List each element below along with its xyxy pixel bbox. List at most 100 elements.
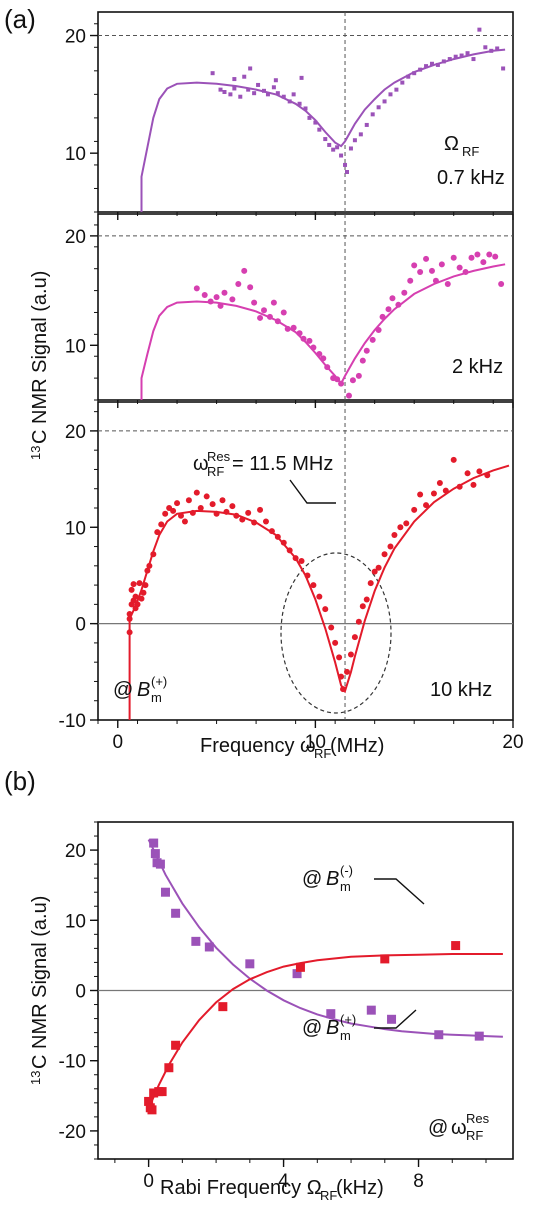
data-point [394, 88, 398, 92]
y-tick-label: -10 [59, 711, 86, 732]
data-point [313, 121, 317, 125]
y-tick-label: 20 [65, 27, 86, 48]
data-point [137, 580, 143, 586]
data-point [171, 1041, 180, 1050]
data-point [219, 88, 223, 92]
data-point [239, 517, 245, 523]
data-point [345, 170, 349, 174]
data-point [248, 66, 252, 70]
data-point [382, 551, 388, 557]
data-point [140, 590, 146, 596]
data-point [411, 262, 417, 268]
data-point [406, 75, 410, 79]
data-point [275, 534, 281, 540]
data-point [272, 85, 276, 89]
data-point [407, 278, 413, 284]
data-point [436, 63, 440, 67]
data-point [245, 959, 254, 968]
data-point [471, 57, 475, 61]
panel-a-letter: (a) [4, 4, 36, 34]
y-tick-label: 20 [65, 422, 86, 443]
panel-a-bottom-data-points [127, 457, 491, 692]
data-point [364, 597, 370, 603]
data-point [257, 315, 263, 321]
data-point [417, 269, 423, 275]
data-point [437, 480, 443, 486]
panel-b-y-axis-title-group: 13 C NMR Signal (a.u) [28, 896, 51, 1085]
panel-a-top-data-points [211, 28, 506, 174]
panel-b-y-axis-title-sup: 13 [28, 1071, 43, 1085]
y-tick-label: 20 [65, 841, 86, 862]
data-point [261, 307, 267, 313]
y-tick-label: -10 [59, 1052, 86, 1073]
plus-label-B: B [326, 1017, 339, 1039]
data-point [377, 105, 381, 109]
data-point [170, 508, 176, 514]
data-point [298, 102, 302, 106]
panel-a-top-chart: 10 20 Ω RF 0.7 kHz [65, 12, 513, 220]
data-point [501, 66, 505, 70]
data-point [263, 518, 269, 524]
data-point [350, 377, 356, 383]
panel-b-x-axis-title: Rabi Frequency Ω [160, 1177, 322, 1199]
panel-a-bottom-rabi-value: 10 kHz [430, 679, 492, 701]
data-point [498, 281, 504, 287]
data-point [344, 669, 350, 675]
data-point [247, 284, 253, 290]
data-point [431, 491, 437, 497]
data-point [424, 64, 428, 68]
data-point [220, 497, 226, 503]
data-point [349, 146, 353, 150]
field-B-sub: m [151, 690, 162, 705]
data-point [190, 510, 196, 516]
data-point [343, 163, 347, 167]
plus-label-sub: m [340, 1028, 351, 1043]
panel-a-x-axis-title-sub: RF [314, 746, 331, 761]
data-point [339, 154, 343, 158]
data-point [386, 306, 392, 312]
resonance-omega-sub: RF [207, 464, 224, 479]
data-point [304, 572, 310, 578]
panel-b-x-axis-title-sub: RF [320, 1188, 337, 1203]
data-point [457, 265, 463, 271]
data-point [292, 92, 296, 96]
data-point [316, 594, 322, 600]
data-point [223, 509, 229, 515]
minus-label-sup: (-) [340, 863, 353, 878]
data-point [492, 254, 498, 260]
panel-a-middle-ticks: 1020 [65, 225, 513, 408]
data-point [451, 941, 460, 950]
data-point [324, 364, 330, 370]
panel-a-bottom-chart: -10010200 10 20 ω Res RF = 11.5 MHz @ B (+… [28, 271, 524, 761]
x-tick-label: 20 [502, 732, 523, 753]
data-point [158, 1087, 167, 1096]
data-point [365, 123, 369, 127]
data-point [423, 502, 429, 508]
data-point [297, 330, 303, 336]
data-point [336, 654, 342, 660]
data-point [495, 46, 499, 50]
data-point [391, 532, 397, 538]
data-point [387, 1015, 396, 1024]
data-point [129, 587, 135, 593]
data-point [138, 596, 144, 602]
data-point [269, 528, 275, 534]
data-point [463, 269, 469, 275]
data-point [403, 520, 409, 526]
panel-a-top-ticks: 1020 [65, 24, 513, 220]
data-point [274, 78, 278, 82]
data-point [310, 344, 316, 350]
panel-b-chart: -20 -10 0 10 20 0 4 8 @ B (-) m @ B (+) m @ ω R… [28, 822, 513, 1203]
data-point [483, 45, 487, 49]
minus-label-B: B [326, 868, 339, 890]
data-point [307, 116, 311, 120]
y-tick-label: 10 [65, 336, 86, 357]
data-point [476, 468, 482, 474]
data-point [364, 348, 370, 354]
panel-a-middle-rabi-value: 2 kHz [452, 356, 503, 378]
field-B-symbol: B [137, 679, 150, 701]
data-point [194, 490, 200, 496]
data-point [156, 860, 165, 869]
data-point [335, 145, 339, 149]
plus-label-sup: (+) [340, 1012, 356, 1027]
